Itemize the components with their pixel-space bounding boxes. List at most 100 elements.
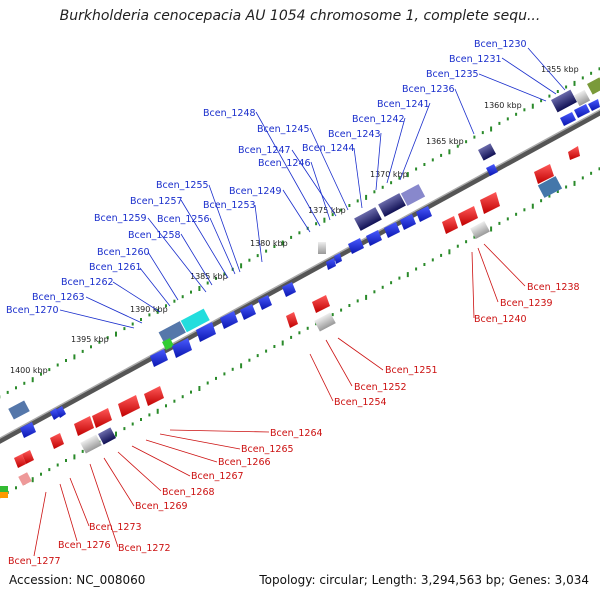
gene-arrow bbox=[118, 395, 140, 417]
reverse-leader-lines bbox=[33, 243, 526, 557]
gene-label: Bcen_1238 bbox=[527, 282, 580, 293]
gene-arrow bbox=[348, 238, 364, 254]
gene-arrow bbox=[416, 206, 432, 222]
gene-label: Bcen_1260 bbox=[97, 247, 150, 258]
tick-dot bbox=[131, 322, 134, 326]
gene-block bbox=[478, 143, 496, 161]
gene-block bbox=[354, 207, 382, 231]
gene-label: Bcen_1273 bbox=[89, 522, 142, 533]
tick-dot bbox=[215, 376, 217, 380]
tick-label: 1390 kbp bbox=[130, 305, 168, 314]
tick-dot bbox=[506, 117, 509, 121]
tick-label: 1355 kbp bbox=[541, 65, 579, 74]
tick-dot bbox=[465, 140, 468, 144]
gene-label: Bcen_1269 bbox=[135, 501, 188, 512]
tick-dot bbox=[48, 468, 51, 472]
tick-dot bbox=[256, 254, 259, 258]
tick-dot bbox=[356, 199, 359, 203]
tick-dot bbox=[423, 163, 426, 166]
tick-dot bbox=[490, 226, 493, 232]
gene-block bbox=[400, 184, 426, 206]
tick-dot bbox=[190, 390, 192, 394]
tick-label: 1360 kbp bbox=[484, 101, 522, 110]
gene-label: Bcen_1277 bbox=[8, 556, 61, 567]
tick-dot bbox=[265, 249, 268, 253]
tick-dot bbox=[340, 308, 343, 312]
tick-dot bbox=[540, 99, 543, 103]
forward-leader-lines bbox=[59, 47, 566, 329]
gene-arrow bbox=[220, 311, 238, 329]
tick-dot bbox=[240, 263, 243, 269]
tick-dot bbox=[81, 449, 84, 453]
gene-label: Bcen_1245 bbox=[257, 124, 310, 135]
tick-dot bbox=[556, 90, 559, 93]
gene-label: Bcen_1236 bbox=[402, 84, 455, 95]
gene-block bbox=[551, 89, 577, 113]
tick-dot bbox=[373, 190, 376, 194]
tick-dot bbox=[65, 359, 67, 362]
tick-dot bbox=[140, 318, 142, 321]
gene-label: Bcen_1254 bbox=[334, 397, 387, 408]
gene-arrow bbox=[326, 258, 336, 270]
tick-dot bbox=[273, 245, 276, 248]
gene-arrow bbox=[196, 322, 216, 342]
tick-dot bbox=[598, 167, 600, 171]
tick-dot bbox=[98, 340, 101, 344]
gene-arrow bbox=[588, 99, 600, 111]
gene-label: Bcen_1257 bbox=[130, 196, 183, 207]
gene-block bbox=[80, 434, 102, 454]
gene-arrow bbox=[20, 422, 36, 438]
gene-arrow bbox=[150, 349, 168, 367]
tick-dot bbox=[181, 295, 184, 299]
tick-dot bbox=[365, 294, 368, 300]
gene-label: Bcen_1256 bbox=[157, 214, 210, 225]
tick-dot bbox=[523, 108, 526, 112]
gene-label: Bcen_1258 bbox=[128, 230, 181, 241]
tick-dot bbox=[306, 326, 309, 330]
gene-label: Bcen_1231 bbox=[449, 54, 502, 65]
tick-dot bbox=[173, 299, 176, 303]
gene-arrow bbox=[56, 406, 66, 418]
tick-dot bbox=[581, 176, 584, 180]
tick-dot bbox=[190, 290, 192, 294]
gene-arrow bbox=[312, 295, 330, 313]
gene-block bbox=[378, 193, 406, 217]
tick-dot bbox=[31, 377, 34, 383]
tick-dot bbox=[448, 149, 451, 155]
tick-dot bbox=[565, 185, 568, 189]
tick-dot bbox=[273, 345, 276, 348]
tick-dot bbox=[398, 176, 401, 180]
tick-dot bbox=[340, 208, 343, 212]
tick-dot bbox=[65, 459, 67, 462]
tick-dot bbox=[90, 345, 92, 349]
tick-dot bbox=[115, 331, 117, 337]
backbone-highlight bbox=[0, 109, 600, 439]
tick-dot bbox=[581, 76, 584, 80]
gene-label: Bcen_1268 bbox=[162, 487, 215, 498]
gene-label: Bcen_1243 bbox=[328, 129, 381, 140]
tick-dot bbox=[181, 395, 184, 399]
gene-arrow bbox=[574, 104, 590, 118]
tick-dot bbox=[540, 199, 543, 203]
tick-dot bbox=[140, 418, 142, 421]
tick-dot bbox=[165, 404, 167, 408]
tick-dot bbox=[156, 408, 159, 414]
gene-block bbox=[18, 472, 32, 486]
gene-arrow bbox=[74, 416, 94, 436]
forward-strand-genes bbox=[8, 77, 600, 438]
tick-dot bbox=[206, 381, 209, 385]
tick-dot bbox=[490, 126, 493, 132]
tick-dot bbox=[15, 386, 17, 390]
gene-label: Bcen_1261 bbox=[89, 262, 142, 273]
tick-dot bbox=[465, 240, 468, 244]
gene-arrow bbox=[480, 192, 500, 214]
tick-dot bbox=[498, 221, 501, 225]
gene-label: Bcen_1230 bbox=[474, 39, 527, 50]
tick-dot bbox=[523, 208, 526, 212]
gene-label: Bcen_1255 bbox=[156, 180, 209, 191]
tick-dot bbox=[281, 340, 284, 346]
gene-label: Bcen_1272 bbox=[118, 543, 171, 554]
tick-dot bbox=[298, 231, 301, 235]
gene-block bbox=[8, 400, 30, 420]
